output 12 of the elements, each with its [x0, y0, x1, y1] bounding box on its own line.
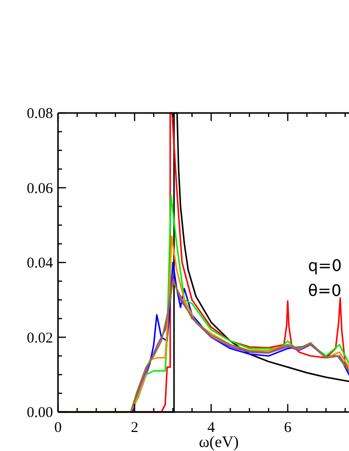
x-tick-label: 2 — [130, 420, 138, 436]
y-tick-label: 0.02 — [26, 330, 53, 346]
x-tick-label: 6 — [284, 420, 292, 436]
annotation: q=0 — [308, 256, 342, 275]
y-tick-label: 0.08 — [26, 106, 53, 122]
annotation: θ=0 — [308, 281, 342, 300]
x-tick-label: 0 — [54, 420, 62, 436]
x-axis-title: ω(eV) — [198, 434, 239, 451]
y-tick-label: 0.04 — [26, 256, 54, 272]
y-tick-label: 0.00 — [26, 405, 53, 421]
y-tick-label: 0.06 — [26, 180, 54, 197]
x-tick-label: 4 — [207, 420, 216, 436]
